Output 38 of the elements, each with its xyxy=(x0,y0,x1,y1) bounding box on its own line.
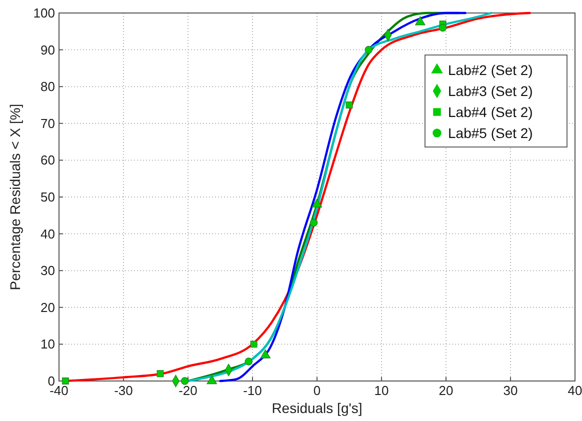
y-tick-label: 60 xyxy=(40,152,55,168)
y-tick-label: 90 xyxy=(40,42,55,58)
y-axis-title: Percentage Residuals < X [%] xyxy=(7,104,23,290)
y-tick-label: 70 xyxy=(40,116,55,131)
point xyxy=(415,16,426,26)
point xyxy=(310,218,318,227)
x-tick-label: 20 xyxy=(438,383,454,398)
x-tick-label: -10 xyxy=(243,383,262,398)
legend-label: Lab#5 (Set 2) xyxy=(448,125,533,141)
y-tick-label: 50 xyxy=(40,190,55,204)
point xyxy=(364,46,372,54)
point xyxy=(156,370,164,378)
x-tick-label: 30 xyxy=(503,383,518,398)
x-tick-label: 40 xyxy=(568,383,582,398)
x-tick-label: -30 xyxy=(114,383,133,398)
x-tick-label: -20 xyxy=(178,383,198,398)
legend-label: Lab#4 (Set 2) xyxy=(448,104,533,120)
x-axis-title: Residuals [g's] xyxy=(272,400,362,416)
point xyxy=(260,349,271,358)
point xyxy=(250,340,258,348)
point xyxy=(244,358,252,366)
y-tick-label: 40 xyxy=(40,226,55,242)
y-tick-label: 100 xyxy=(33,6,55,20)
y-tick-label: 80 xyxy=(40,79,55,94)
y-tick-label: 30 xyxy=(40,263,55,278)
point xyxy=(438,24,447,32)
x-tick-label: 10 xyxy=(374,383,389,398)
point xyxy=(62,378,69,384)
point xyxy=(206,375,217,384)
y-tick-label: 20 xyxy=(40,300,55,315)
legend-label: Lab#3 (Set 2) xyxy=(448,83,533,99)
point xyxy=(312,198,322,208)
legend-label: Lab#2 (Set 2) xyxy=(448,62,533,78)
y-tick-label: 10 xyxy=(40,336,55,352)
point xyxy=(180,377,189,385)
x-tick-label: 0 xyxy=(313,383,321,398)
y-tick-label: 0 xyxy=(48,374,55,388)
point xyxy=(346,102,353,108)
